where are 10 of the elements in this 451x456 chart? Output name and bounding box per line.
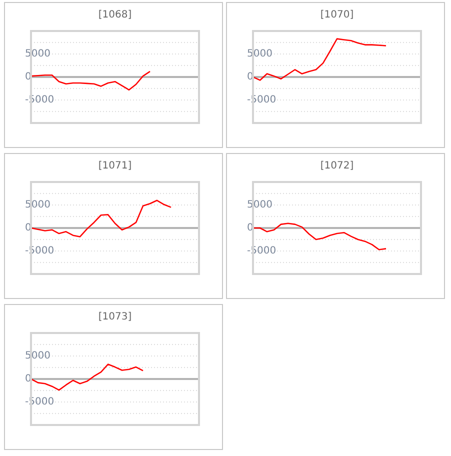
chart-title: [1070] bbox=[320, 10, 354, 21]
y-tick-label: 5000 bbox=[25, 48, 50, 60]
y-tick-label: 5000 bbox=[25, 200, 50, 211]
y-tick-label: 5000 bbox=[247, 48, 272, 60]
chart-title: [1073] bbox=[98, 312, 132, 323]
chart-title: [1071] bbox=[98, 160, 132, 172]
chart-title: [1072] bbox=[320, 160, 354, 172]
y-tick-label: 5000 bbox=[247, 200, 272, 211]
y-tick-label: 5000 bbox=[25, 350, 50, 362]
chart-title: [1068] bbox=[98, 10, 132, 21]
